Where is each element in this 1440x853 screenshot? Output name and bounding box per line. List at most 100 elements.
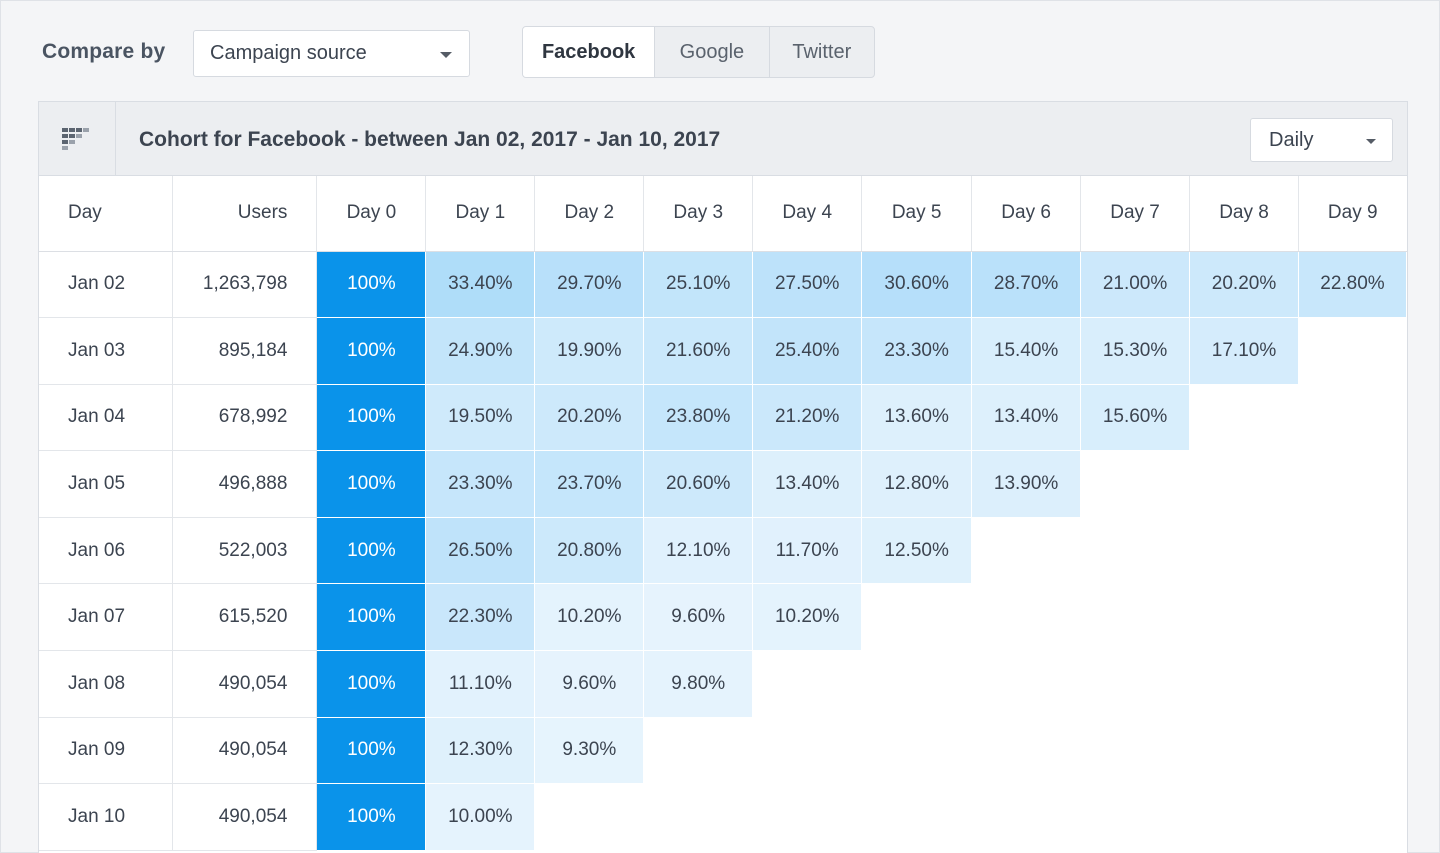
cohort-users-cell: 496,888	[172, 450, 318, 518]
campaign-source-value: Campaign source	[210, 42, 367, 64]
column-header-day[interactable]: Day	[39, 176, 174, 252]
cohort-view-toggle[interactable]	[39, 102, 116, 175]
chevron-down-icon	[1366, 139, 1376, 144]
empty-cell	[1189, 517, 1299, 585]
retention-cell: 12.50%	[861, 517, 973, 585]
table-row: Jan 02 1,263,798 100% 33.40% 29.70% 25.10% 27.…	[39, 251, 1408, 319]
column-header-day5[interactable]: Day 5	[861, 176, 973, 252]
empty-cell	[1080, 450, 1191, 518]
retention-cell-day0: 100%	[316, 251, 427, 319]
empty-cell	[1080, 783, 1191, 851]
cohort-date-cell: Jan 05	[39, 450, 174, 518]
column-header-users[interactable]: Users	[172, 176, 318, 252]
retention-cell: 9.80%	[643, 650, 754, 718]
source-tab-facebook[interactable]: Facebook	[523, 27, 655, 77]
table-row: Jan 05 496,888 100% 23.30% 23.70% 20.60% 13.40…	[39, 450, 1408, 518]
retention-cell-day0: 100%	[316, 583, 427, 652]
cohort-table-body: Jan 02 1,263,798 100% 33.40% 29.70% 25.10% 27.…	[39, 251, 1408, 851]
empty-cell	[1189, 583, 1299, 652]
column-header-day9[interactable]: Day 9	[1298, 176, 1407, 252]
retention-cell: 15.30%	[1080, 317, 1191, 385]
retention-cell: 21.20%	[752, 384, 863, 452]
cohort-users-cell: 490,054	[172, 717, 318, 785]
empty-cell	[1189, 450, 1299, 518]
empty-cell	[971, 583, 1082, 652]
cohort-date-cell: Jan 09	[39, 717, 174, 785]
empty-cell	[1080, 650, 1191, 718]
empty-cell	[752, 783, 863, 851]
empty-cell	[643, 783, 754, 851]
retention-cell: 12.10%	[643, 517, 754, 585]
table-header-row: Day Users Day 0 Day 1 Day 2 Day 3 Day 4 …	[39, 176, 1407, 252]
retention-cell-day0: 100%	[316, 450, 427, 518]
cohort-users-cell: 1,263,798	[172, 251, 318, 319]
empty-cell	[1189, 384, 1299, 452]
retention-cell: 15.60%	[1080, 384, 1191, 452]
retention-cell: 25.10%	[643, 251, 754, 319]
empty-cell	[1298, 517, 1408, 585]
retention-cell: 13.90%	[971, 450, 1082, 518]
retention-cell: 28.70%	[971, 251, 1082, 319]
cohort-grid-icon	[62, 127, 89, 150]
empty-cell	[1298, 717, 1408, 785]
cohort-users-cell: 615,520	[172, 583, 318, 652]
retention-cell: 19.50%	[425, 384, 536, 452]
retention-cell: 11.70%	[752, 517, 863, 585]
empty-cell	[1189, 717, 1299, 785]
period-select[interactable]: Daily	[1250, 118, 1393, 162]
retention-cell: 15.40%	[971, 317, 1082, 385]
column-header-day1[interactable]: Day 1	[425, 176, 536, 252]
empty-cell	[861, 650, 973, 718]
empty-cell	[1298, 583, 1408, 652]
empty-cell	[861, 783, 973, 851]
cohort-date-cell: Jan 07	[39, 583, 174, 652]
empty-cell	[1189, 650, 1299, 718]
retention-cell: 23.30%	[861, 317, 973, 385]
compare-by-label: Compare by	[42, 40, 166, 63]
empty-cell	[971, 517, 1082, 585]
empty-cell	[1298, 384, 1408, 452]
column-header-day2[interactable]: Day 2	[534, 176, 645, 252]
campaign-source-select[interactable]: Campaign source	[193, 30, 470, 77]
retention-cell: 26.50%	[425, 517, 536, 585]
retention-cell: 27.50%	[752, 251, 863, 319]
source-tab-google[interactable]: Google	[654, 27, 768, 77]
retention-cell: 20.80%	[534, 517, 645, 585]
column-header-day6[interactable]: Day 6	[971, 176, 1082, 252]
empty-cell	[1080, 717, 1191, 785]
panel-title: Cohort for Facebook - between Jan 02, 20…	[139, 128, 721, 151]
cohort-date-cell: Jan 06	[39, 517, 174, 585]
retention-cell: 23.70%	[534, 450, 645, 518]
retention-cell: 30.60%	[861, 251, 973, 319]
empty-cell	[1080, 517, 1191, 585]
retention-cell-day0: 100%	[316, 517, 427, 585]
column-header-day8[interactable]: Day 8	[1189, 176, 1299, 252]
retention-cell: 17.10%	[1189, 317, 1299, 385]
empty-cell	[1298, 450, 1408, 518]
retention-cell: 20.20%	[534, 384, 645, 452]
column-header-day0[interactable]: Day 0	[316, 176, 427, 252]
column-header-day3[interactable]: Day 3	[643, 176, 754, 252]
table-row: Jan 08 490,054 100% 11.10% 9.60% 9.80%	[39, 650, 1408, 718]
empty-cell	[752, 650, 863, 718]
column-header-day4[interactable]: Day 4	[752, 176, 863, 252]
retention-cell: 13.40%	[752, 450, 863, 518]
cohort-users-cell: 895,184	[172, 317, 318, 385]
source-segmented-control: Facebook Google Twitter	[522, 26, 875, 78]
empty-cell	[971, 783, 1082, 851]
source-tab-twitter[interactable]: Twitter	[768, 27, 874, 77]
retention-cell: 10.20%	[752, 583, 863, 652]
cohort-table: Day Users Day 0 Day 1 Day 2 Day 3 Day 4 …	[39, 176, 1408, 851]
chevron-down-icon	[440, 52, 452, 58]
cohort-date-cell: Jan 02	[39, 251, 174, 319]
empty-cell	[752, 717, 863, 785]
retention-cell: 9.60%	[534, 650, 645, 718]
retention-cell: 23.30%	[425, 450, 536, 518]
cohort-users-cell: 678,992	[172, 384, 318, 452]
retention-cell: 10.00%	[425, 783, 536, 851]
retention-cell: 22.30%	[425, 583, 536, 652]
panel-header: Cohort for Facebook - between Jan 02, 20…	[39, 102, 1407, 176]
cohort-users-cell: 522,003	[172, 517, 318, 585]
retention-cell: 20.60%	[643, 450, 754, 518]
column-header-day7[interactable]: Day 7	[1080, 176, 1191, 252]
